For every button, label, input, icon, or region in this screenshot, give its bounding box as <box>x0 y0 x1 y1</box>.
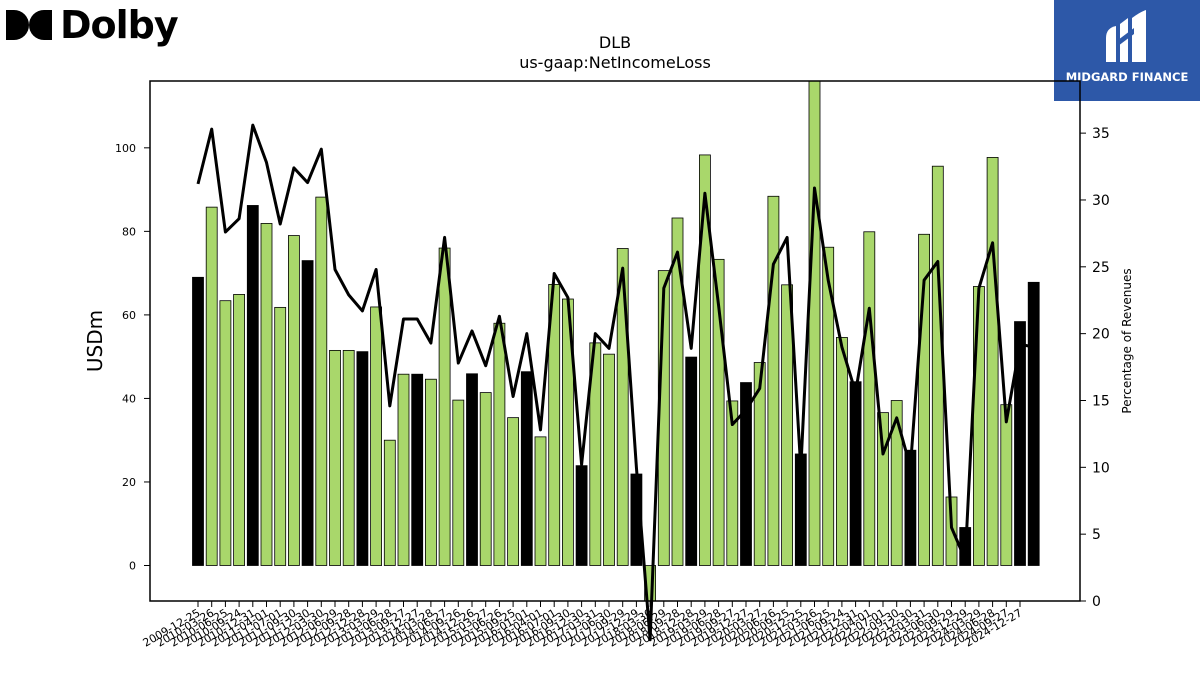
bar <box>287 235 300 566</box>
bar <box>246 205 259 566</box>
y-axis-right: 0 5 10 15 20 25 30 35 <box>1080 126 1110 610</box>
y2-tick-label: 20 <box>1092 327 1110 343</box>
y2-tick-label: 30 <box>1092 193 1110 209</box>
bar <box>507 417 520 566</box>
bar <box>575 465 588 566</box>
bar <box>849 381 862 566</box>
dolby-logo-text: Dolby <box>60 3 179 47</box>
chart-subtitle: us-gaap:NetIncomeLoss <box>519 53 711 72</box>
bar <box>342 349 355 566</box>
bar <box>329 349 341 566</box>
bar <box>233 294 246 566</box>
bar <box>479 392 492 566</box>
bar <box>1014 321 1026 566</box>
bar <box>452 399 465 566</box>
bar <box>301 260 314 566</box>
bar <box>685 356 698 566</box>
bar <box>931 165 944 566</box>
y2-tick-label: 25 <box>1092 260 1110 276</box>
y-tick-label: 80 <box>122 225 136 238</box>
bar <box>274 306 287 566</box>
y-axis-label: USDm <box>83 310 107 372</box>
bar <box>219 300 232 566</box>
bar <box>781 284 793 566</box>
midgard-finance-logo: MIDGARD FINANCE <box>1054 0 1200 101</box>
x-axis: 2009-12-252010-03-262010-06-252010-09-24… <box>141 601 1025 650</box>
bar <box>794 453 807 566</box>
bar <box>616 248 629 566</box>
dolby-logo: Dolby <box>4 2 179 48</box>
bar <box>424 378 437 566</box>
chart-title: DLB <box>599 33 631 52</box>
bar <box>603 353 615 566</box>
midgard-mark-icon <box>1106 10 1146 62</box>
bar <box>438 247 451 566</box>
y-axis-left: 0 20 40 60 80 100 <box>115 142 150 572</box>
bar <box>973 286 985 566</box>
y-tick-label: 60 <box>122 309 136 322</box>
bar <box>740 382 752 566</box>
y-tick-label: 20 <box>122 476 136 489</box>
bar <box>753 362 766 566</box>
bar-series <box>192 80 1040 602</box>
y2-axis-label: Percentage of Revenues <box>1120 268 1134 413</box>
y2-tick-label: 35 <box>1092 126 1110 142</box>
bar <box>822 246 835 566</box>
bar <box>986 157 999 566</box>
bar <box>493 322 506 566</box>
bar <box>712 258 725 566</box>
bar <box>863 231 876 566</box>
y2-tick-label: 5 <box>1092 527 1101 543</box>
y2-tick-label: 15 <box>1092 393 1110 409</box>
bar <box>918 233 930 566</box>
bar <box>767 195 780 566</box>
bar <box>383 439 396 566</box>
bar <box>836 337 848 566</box>
bar <box>315 196 328 566</box>
y2-tick-label: 0 <box>1092 594 1101 610</box>
bar <box>699 154 711 566</box>
bar <box>726 400 739 566</box>
plot-frame <box>149 80 1081 602</box>
bar <box>520 371 533 566</box>
bar <box>534 436 547 566</box>
bar <box>466 373 478 566</box>
bar <box>877 412 889 566</box>
bar <box>1027 281 1040 566</box>
bar <box>808 80 821 566</box>
percentage-of-revenues-line <box>196 123 1034 642</box>
y-tick-label: 100 <box>115 142 136 155</box>
dolby-double-d-icon <box>6 10 52 40</box>
bar <box>192 276 204 566</box>
bar <box>356 351 369 566</box>
bar <box>671 217 684 566</box>
y-tick-label: 40 <box>122 392 136 405</box>
bar <box>260 223 273 566</box>
bar <box>411 373 424 566</box>
bar <box>890 400 903 566</box>
bar <box>370 306 383 566</box>
y-tick-label: 0 <box>129 559 136 572</box>
bar <box>205 206 218 566</box>
y2-tick-label: 10 <box>1092 460 1110 476</box>
midgard-finance-logo-text: MIDGARD FINANCE <box>1065 70 1189 84</box>
bar <box>1000 404 1013 566</box>
bar <box>397 373 410 566</box>
